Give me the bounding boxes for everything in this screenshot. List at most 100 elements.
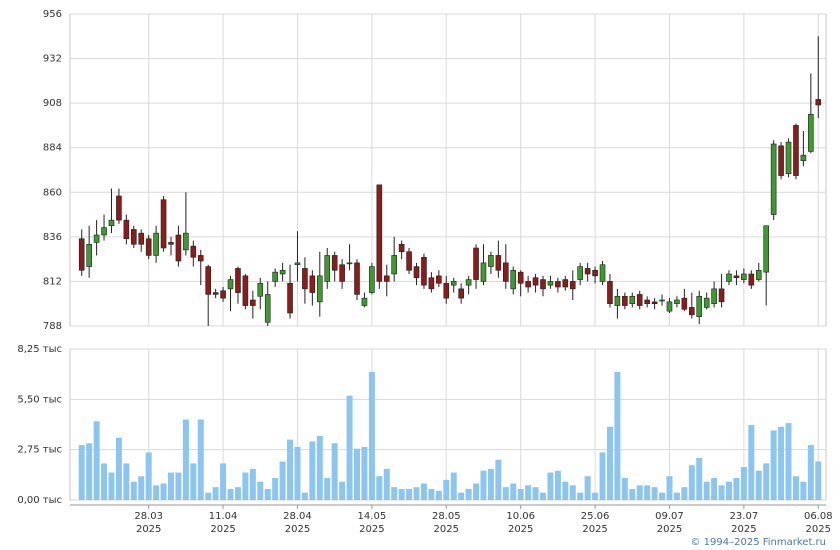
volume-bar (242, 472, 249, 500)
y-tick-label: 812 (43, 276, 62, 287)
candle-body (86, 243, 92, 267)
volume-bar (257, 481, 264, 500)
candle-body (659, 299, 665, 302)
volume-bar (115, 437, 122, 500)
candle-body (212, 292, 219, 295)
volume-bar (205, 492, 212, 500)
candle-body (555, 281, 561, 288)
candle-body (696, 295, 703, 318)
volume-bar (108, 472, 115, 500)
candle-body (800, 154, 807, 162)
candle-body (160, 199, 167, 249)
candle-body (718, 288, 725, 303)
volume-bar (636, 485, 643, 500)
candle-body (220, 290, 226, 299)
volume-bar (755, 470, 762, 500)
candle-body (346, 262, 353, 265)
volume-bar (376, 476, 383, 500)
volume-bar (249, 468, 256, 500)
candle-body (421, 256, 427, 286)
candle-body (473, 247, 479, 280)
volume-bar (807, 445, 814, 500)
candle-body (235, 268, 241, 293)
volume-bar (175, 472, 182, 500)
candle-body (815, 99, 822, 106)
volume-bar (510, 483, 517, 500)
volume-bar (123, 463, 130, 500)
volume-bar (473, 483, 480, 500)
volume-bar (309, 441, 316, 500)
candle-body (726, 273, 732, 282)
volume-bar (540, 492, 546, 500)
candle-body (540, 279, 546, 290)
candle-body (711, 288, 717, 305)
plot-frame (69, 13, 827, 327)
volume-bar (316, 435, 323, 500)
volume-bar (420, 483, 427, 500)
candle-body (376, 184, 383, 282)
candle-body (324, 255, 331, 282)
candle-body (465, 279, 472, 286)
volume-bar (688, 465, 695, 500)
y-tick-label: 8,25 тыс (17, 344, 62, 355)
candle-body (287, 282, 293, 314)
volume-bar (502, 487, 509, 500)
volume-bar (554, 470, 561, 500)
volume-bar (160, 483, 167, 500)
volume-bar (78, 445, 85, 500)
y-tick-label: 0,00 тыс (17, 495, 62, 506)
candle-body (183, 232, 189, 251)
candle-body (733, 275, 740, 279)
volume-bar (324, 478, 331, 500)
candle-body (428, 277, 435, 290)
y-tick-label: 836 (43, 232, 62, 243)
candle-body (450, 281, 457, 286)
volume-bar (354, 448, 360, 500)
candle-body (116, 195, 122, 221)
volume-bar (584, 476, 591, 500)
candle-body (250, 299, 256, 306)
volume-bar (101, 463, 108, 500)
candle-body (279, 269, 286, 275)
candle-body (131, 229, 137, 245)
volume-bar (659, 492, 666, 500)
candle-body (569, 281, 576, 290)
candle-body (145, 238, 152, 256)
candle-body (770, 143, 777, 215)
candle-body (577, 266, 584, 280)
volume-bar (733, 478, 740, 500)
volume-bar (153, 485, 160, 500)
volume-bar (517, 489, 524, 500)
candle-body (205, 266, 211, 295)
volume-bar (792, 476, 799, 500)
y-tick-label: 884 (43, 143, 62, 154)
candle-body (383, 275, 390, 282)
volume-bar (138, 476, 145, 500)
volume-bar (294, 446, 301, 500)
x-tick-label: 25.06 2025 (581, 511, 610, 535)
volume-bar (130, 481, 137, 500)
candle-body (644, 299, 650, 305)
x-tick-label: 28.05 2025 (432, 511, 461, 535)
y-tick-label: 908 (43, 98, 62, 109)
volume-bar (621, 478, 628, 500)
volume-bar (718, 485, 725, 500)
candle-body (406, 251, 412, 271)
candle-body (168, 242, 174, 245)
volume-bar (577, 492, 584, 500)
y-tick-label: 932 (43, 54, 62, 65)
volume-bar (361, 446, 368, 500)
candle-body (354, 262, 360, 295)
volume-bar (339, 481, 346, 500)
x-tick-label: 06.08 2025 (804, 511, 833, 535)
candle-body (495, 255, 502, 271)
volume-bar (391, 487, 398, 500)
candle-body (629, 295, 636, 305)
volume-bar (748, 424, 755, 500)
candle-body (584, 268, 591, 275)
candle-body (599, 264, 606, 282)
volume-bar (227, 489, 234, 500)
volume-bar (763, 463, 770, 500)
volume-bar (525, 485, 532, 500)
